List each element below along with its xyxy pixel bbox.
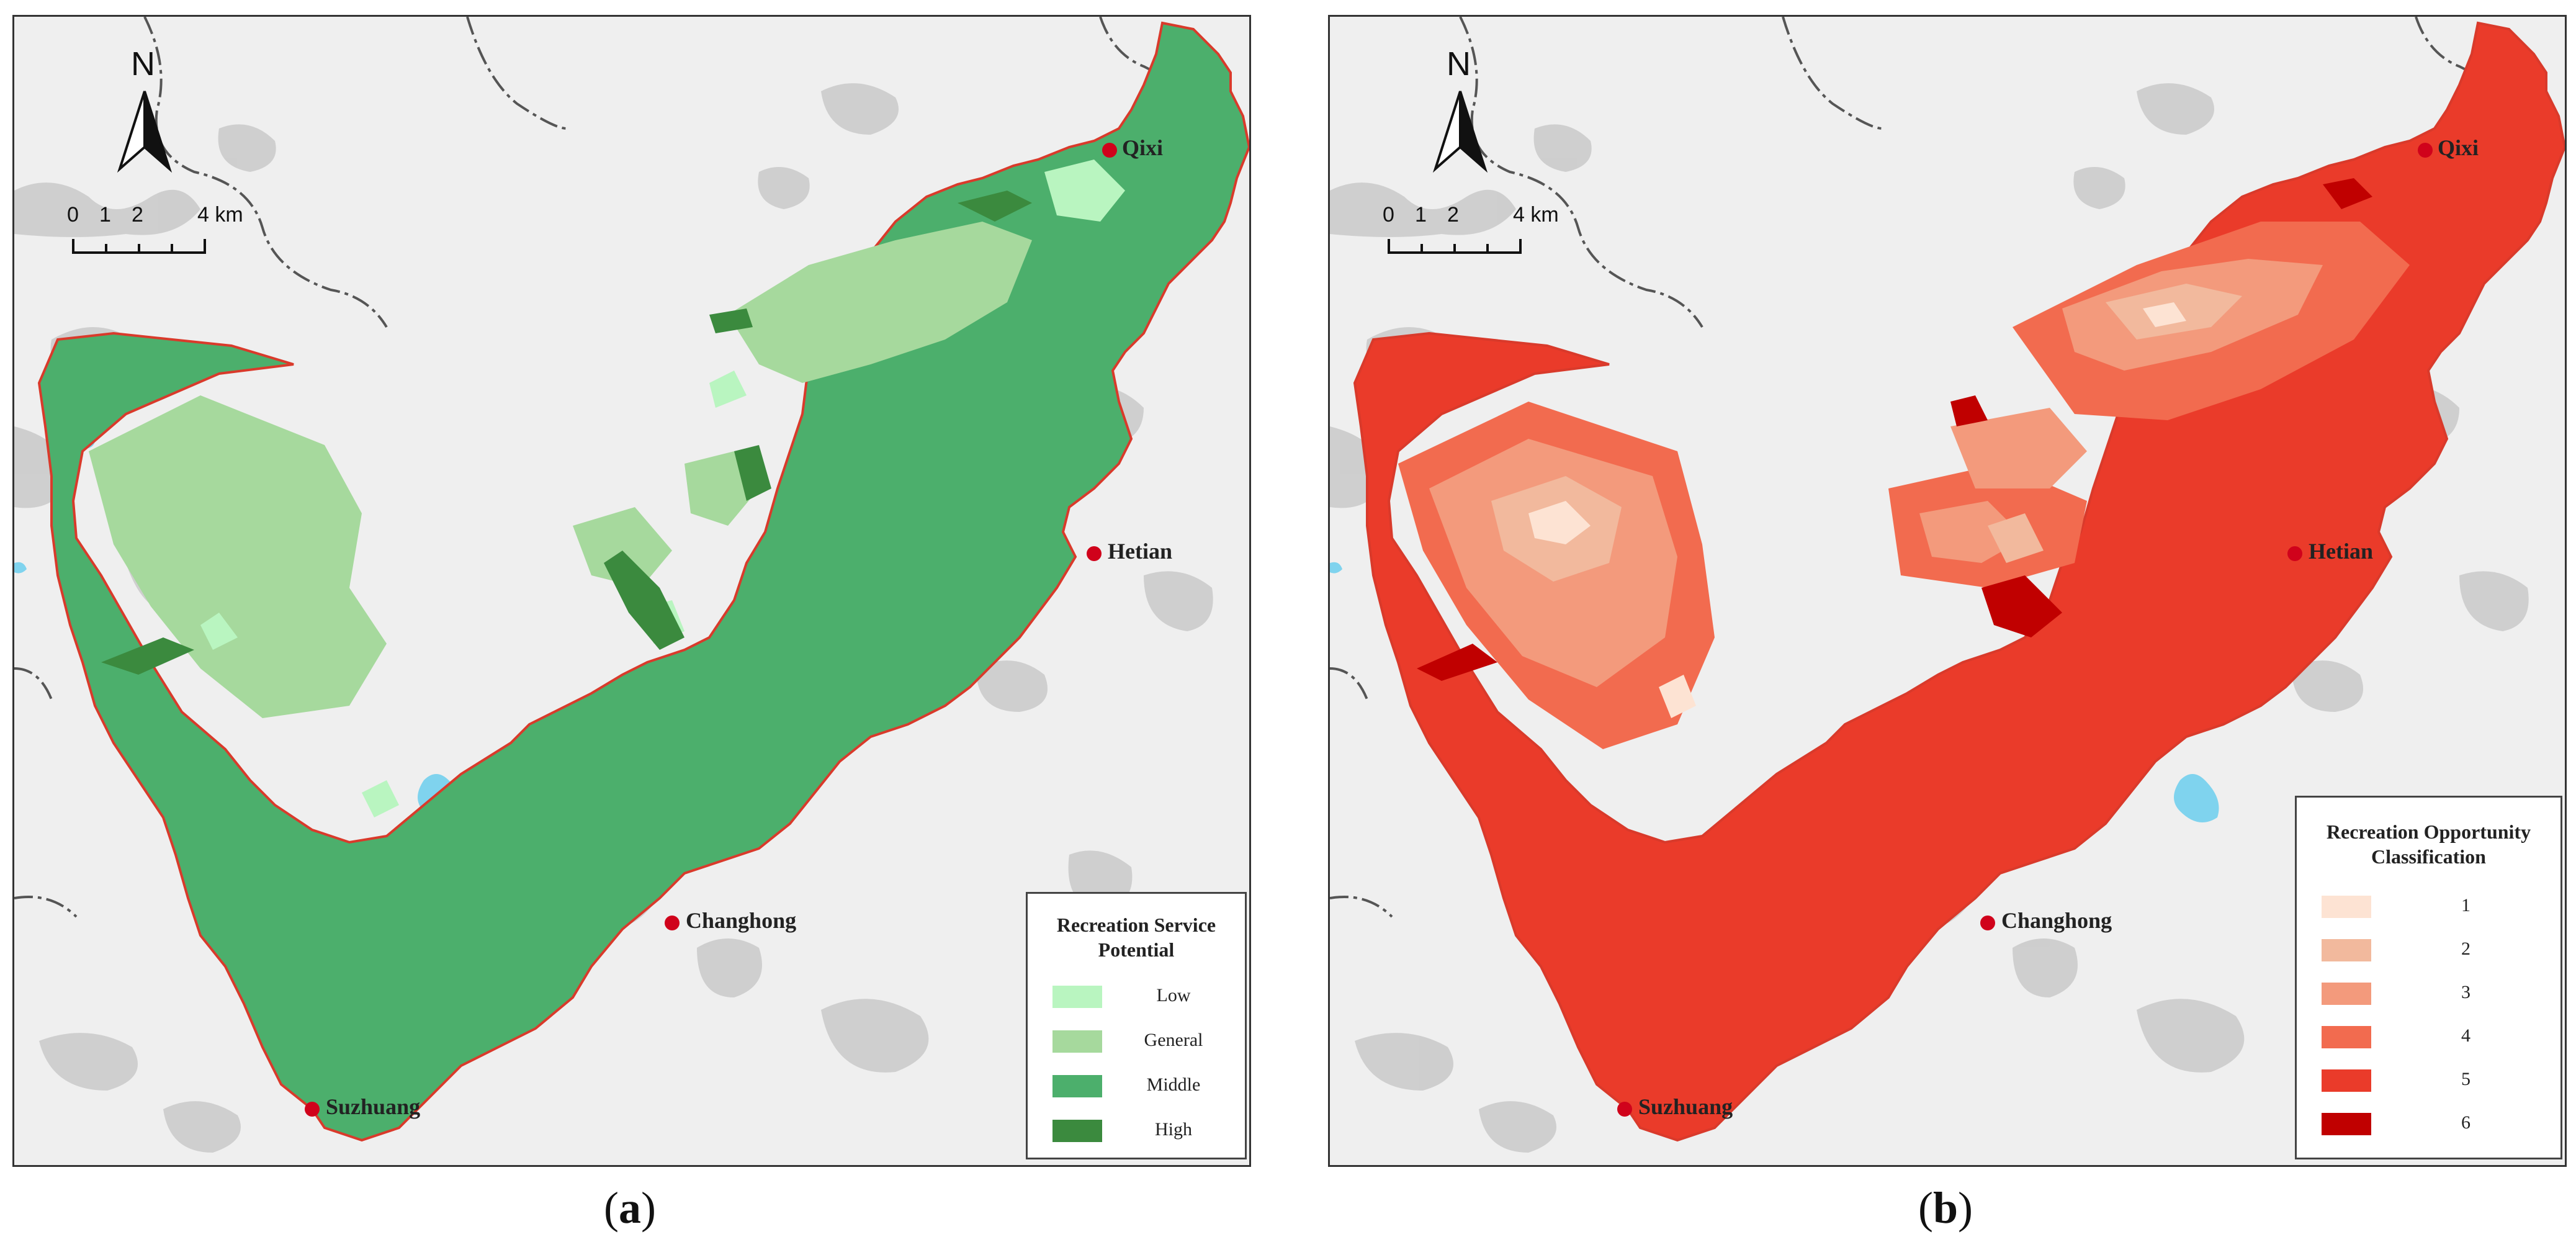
legend: Recreation Opportunity Classification 1 … [2295,796,2562,1159]
legend: Recreation Service Potential Low General… [1026,892,1247,1159]
legend-title-line1: Recreation Opportunity [2326,821,2531,843]
town-marker-changhong [1980,916,1995,930]
caption-a: (a) [568,1182,692,1234]
north-label: N [131,45,155,83]
north-arrow: N [107,45,182,181]
map-canvas-b [1330,17,2565,1153]
scale-label-2: 2 [132,203,143,227]
scale-bar-graphic [1388,239,1522,254]
map-panel-a: Qixi Hetian Changhong Suzhuang N 0 1 2 4… [12,15,1251,1167]
town-marker-hetian [1087,546,1102,561]
north-arrow-icon [1432,91,1488,173]
legend-title-line1: Recreation Service [1056,914,1216,936]
legend-label: 5 [2461,1069,2471,1089]
scale-label-1: 1 [1415,203,1427,227]
legend-label: 4 [2461,1025,2471,1046]
caption-open: ( [604,1183,619,1233]
legend-swatch [2322,1113,2371,1135]
caption-letter: a [619,1183,641,1233]
legend-swatch [1052,986,1102,1008]
town-markers [1617,143,2433,1117]
town-marker-qixi [1102,143,1117,158]
legend-swatch [2322,939,2371,961]
legend-swatch [1052,1030,1102,1053]
legend-label: Middle [1146,1074,1201,1095]
scale-label-2: 2 [1447,203,1459,227]
legend-item-high: High [1028,1115,1245,1146]
legend-title-line2: Potential [1098,938,1175,961]
scale-label-0: 0 [67,203,79,227]
caption-b: (b) [1883,1182,2008,1234]
admin-boundaries [1330,17,2559,918]
legend-swatch [2322,983,2371,1005]
caption-close: ) [641,1183,656,1233]
legend-swatch [2322,1026,2371,1048]
legend-item-5: 5 [2297,1064,2560,1096]
town-label-suzhuang: Suzhuang [1638,1094,1733,1119]
legend-label: High [1155,1119,1192,1140]
scale-label-4km: 4 km [197,203,243,227]
town-label-changhong: Changhong [686,908,797,933]
legend-swatch [1052,1075,1102,1097]
legend-label: 6 [2461,1112,2471,1133]
legend-title-line2: Classification [2371,845,2486,868]
legend-item-middle: Middle [1028,1070,1245,1101]
town-marker-hetian [2287,546,2302,561]
town-label-hetian: Hetian [2309,539,2373,564]
legend-item-low: Low [1028,981,1245,1012]
legend-label: 1 [2461,895,2471,916]
legend-item-3: 3 [2297,978,2560,1009]
town-label-suzhuang: Suzhuang [326,1094,421,1119]
legend-item-6: 6 [2297,1108,2560,1139]
north-arrow: N [1423,45,1497,181]
north-arrow-icon [117,91,173,173]
caption-letter: b [1932,1183,1959,1233]
town-label-qixi: Qixi [2438,135,2479,160]
admin-boundaries [14,17,1244,918]
legend-label: General [1144,1030,1203,1050]
scale-label-1: 1 [99,203,111,227]
scale-label-0: 0 [1383,203,1394,227]
legend-label: 3 [2461,982,2471,1002]
study-area [37,21,1249,1142]
caption-close: ) [1958,1183,1973,1233]
legend-swatch [2322,896,2371,918]
town-label-hetian: Hetian [1108,539,1172,564]
north-label: N [1447,45,1471,83]
scale-bar: 0 1 2 4 km [67,203,253,271]
town-marker-suzhuang [1617,1102,1632,1117]
scale-bar-graphic [72,239,206,254]
legend-label: Low [1156,985,1191,1006]
town-label-qixi: Qixi [1122,135,1164,160]
legend-swatch [2322,1069,2371,1092]
scale-bar: 0 1 2 4 km [1383,203,1569,271]
legend-label: 2 [2461,938,2471,959]
scale-label-4km: 4 km [1513,203,1559,227]
legend-item-1: 1 [2297,891,2560,922]
legend-swatch [1052,1120,1102,1142]
town-label-changhong: Changhong [2001,908,2112,933]
study-area [1353,21,2565,1142]
town-marker-qixi [2418,143,2433,158]
town-marker-changhong [665,916,680,930]
legend-item-general: General [1028,1025,1245,1056]
town-markers [305,143,1117,1117]
map-panel-b: Qixi Hetian Changhong Suzhuang N 0 1 2 4… [1328,15,2567,1167]
legend-item-2: 2 [2297,934,2560,965]
town-marker-suzhuang [305,1102,320,1117]
legend-item-4: 4 [2297,1021,2560,1052]
caption-open: ( [1918,1183,1933,1233]
